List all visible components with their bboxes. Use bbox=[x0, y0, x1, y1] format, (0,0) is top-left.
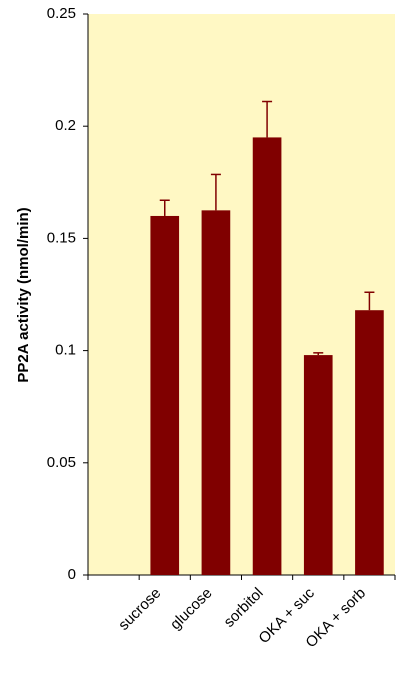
x-tick-label: glucose bbox=[167, 585, 216, 634]
y-tick-label: 0 bbox=[68, 566, 76, 583]
bar bbox=[355, 310, 384, 575]
y-tick-label: 0.2 bbox=[55, 117, 76, 134]
y-tick-label: 0.1 bbox=[55, 342, 76, 359]
y-tick-label: 0.05 bbox=[47, 454, 76, 471]
y-tick-label: 0.25 bbox=[47, 5, 76, 22]
bar bbox=[150, 215, 180, 575]
error-bar bbox=[159, 199, 170, 216]
y-tick-label: 0.15 bbox=[47, 229, 76, 246]
error-bar bbox=[262, 100, 273, 138]
plot-area bbox=[88, 14, 395, 575]
bar bbox=[303, 355, 333, 575]
x-tick-label: sorbitol bbox=[221, 585, 267, 631]
bar bbox=[201, 210, 231, 575]
error-bar bbox=[210, 173, 221, 211]
x-tick-label: sucrose bbox=[115, 585, 164, 634]
error-bar bbox=[313, 352, 324, 356]
y-axis-label: PP2A activity (nmol/min) bbox=[15, 207, 32, 382]
bar bbox=[252, 137, 282, 576]
error-bar bbox=[364, 291, 375, 311]
